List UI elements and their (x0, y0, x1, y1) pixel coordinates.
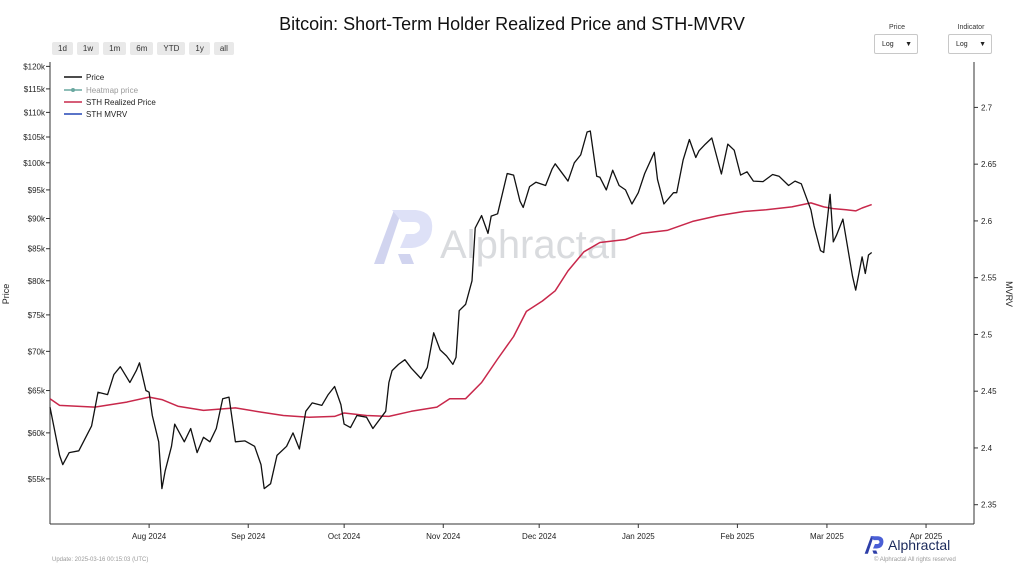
range-button-1y[interactable]: 1y (189, 42, 210, 55)
price-scale-value: Log (882, 41, 894, 48)
brand-name: Alphractal (888, 537, 951, 553)
watermark: Alphractal (374, 210, 618, 267)
y-tick-label: $70k (28, 347, 46, 356)
series-line-price[interactable] (49, 130, 873, 490)
series-layer (49, 130, 873, 490)
x-tick-label: Feb 2025 (720, 532, 754, 541)
range-selector: 1d 1w 1m 6m YTD 1y all (52, 42, 234, 55)
range-button-all[interactable]: all (213, 42, 234, 55)
watermark-text: Alphractal (440, 223, 618, 267)
y2-axis-label: MVRV (1004, 281, 1014, 307)
x-tick-label: Oct 2024 (328, 532, 361, 541)
range-button-6m[interactable]: 6m (130, 42, 154, 55)
y-tick-label: $55k (28, 475, 46, 484)
y-tick-label: $60k (28, 429, 46, 438)
y-tick-label: $75k (28, 311, 46, 320)
legend-label-price[interactable]: Price (86, 73, 105, 82)
chart-title: Bitcoin: Short-Term Holder Realized Pric… (279, 14, 745, 34)
brand-footer: Alphractal (864, 535, 950, 555)
legend-label-heatmap[interactable]: Heatmap price (86, 86, 139, 95)
y2-tick-label: 2.5 (981, 330, 993, 339)
y2-tick-label: 2.4 (981, 444, 993, 453)
x-tick-label: Apr 2025 (910, 532, 943, 541)
indicator-scale-select[interactable]: Log ▼ (948, 34, 992, 54)
price-scale-select[interactable]: Log ▼ (874, 34, 918, 54)
x-axis-ticks: Aug 2024 Sep 2024 Oct 2024 Nov 2024 Dec 2024… (132, 524, 943, 541)
y-tick-label: $120k (23, 62, 46, 71)
y-tick-label: $105k (23, 133, 46, 142)
y-axis-ticks: $55k $60k $65k $70k $75k $80k $85k $90k $95k $100… (23, 62, 50, 484)
alphractal-logo-icon (864, 536, 884, 554)
range-button-1w[interactable]: 1w (76, 42, 100, 55)
x-tick-label: Dec 2024 (522, 532, 557, 541)
x-tick-label: Nov 2024 (426, 532, 461, 541)
alphractal-logo-icon (374, 210, 433, 264)
y-tick-label: $65k (28, 387, 46, 396)
x-tick-label: Mar 2025 (810, 532, 844, 541)
copyright-text: © Alphractal All rights reserved (874, 557, 956, 563)
y2-tick-label: 2.45 (981, 387, 997, 396)
y-tick-label: $110k (24, 108, 46, 117)
chevron-down-icon: ▼ (979, 41, 986, 48)
indicator-scale-value: Log (956, 41, 968, 48)
update-timestamp: Update: 2025-03-16 00:15:03 (UTC) (52, 557, 149, 563)
y-tick-label: $80k (28, 277, 46, 286)
x-tick-label: Aug 2024 (132, 532, 167, 541)
x-tick-label: Sep 2024 (231, 532, 266, 541)
y2-tick-label: 2.65 (981, 160, 997, 169)
legend-marker-heatmap (71, 88, 75, 92)
legend-label-sth-mvrv[interactable]: STH MVRV (86, 110, 128, 119)
legend: Price Heatmap price STH Realized Price S… (64, 73, 156, 119)
x-tick-label: Jan 2025 (622, 532, 655, 541)
price-scale-label: Price (889, 24, 905, 31)
y-tick-label: $115k (24, 85, 46, 94)
y-tick-label: $95k (28, 186, 46, 195)
y2-tick-label: 2.7 (981, 103, 993, 112)
legend-label-sth-realized[interactable]: STH Realized Price (86, 98, 156, 107)
range-button-1d[interactable]: 1d (52, 42, 73, 55)
y2-axis-ticks: 2.35 2.4 2.45 2.5 2.55 2.6 2.65 2.7 (974, 103, 997, 510)
y-tick-label: $100k (23, 159, 46, 168)
y2-tick-label: 2.55 (981, 274, 997, 283)
indicator-scale-label: Indicator (957, 24, 985, 31)
y2-tick-label: 2.35 (981, 501, 997, 510)
y-tick-label: $85k (28, 245, 46, 254)
chevron-down-icon: ▼ (905, 41, 912, 48)
range-button-1m[interactable]: 1m (103, 42, 127, 55)
y2-tick-label: 2.6 (981, 217, 993, 226)
range-button-ytd[interactable]: YTD (157, 42, 186, 55)
series-line-sth-realized-price[interactable] (49, 202, 872, 418)
y-tick-label: $90k (28, 214, 46, 223)
y-axis-label: Price (1, 284, 11, 305)
